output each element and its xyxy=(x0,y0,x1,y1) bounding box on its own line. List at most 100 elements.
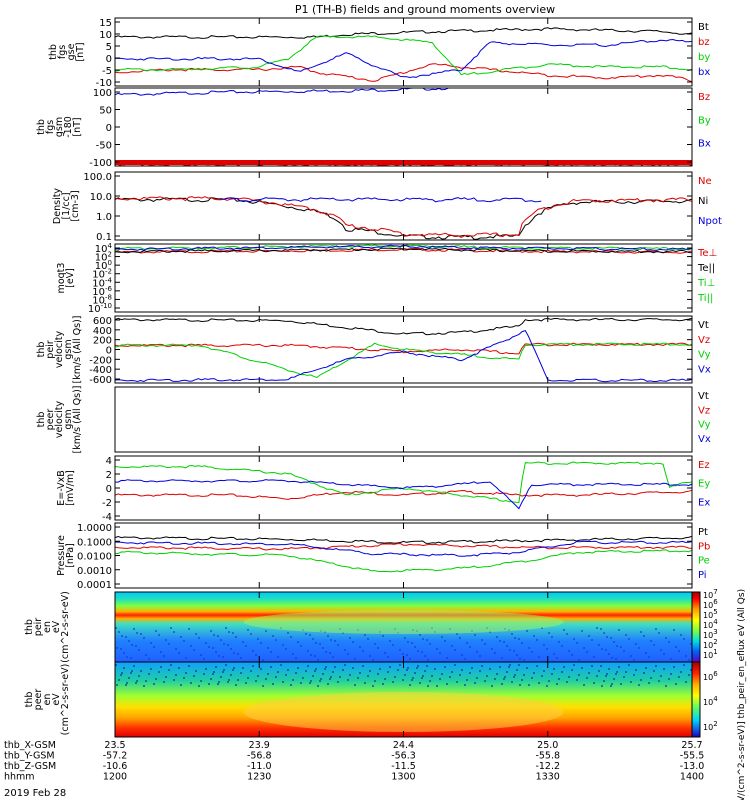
spectrogram-speckle xyxy=(399,664,401,666)
spectrogram-speckle xyxy=(319,680,321,682)
spectrogram-speckle xyxy=(138,675,140,677)
spectrogram-speckle xyxy=(533,635,535,637)
spectrogram-speckle xyxy=(165,676,167,678)
spectrogram-speckle xyxy=(446,657,448,659)
spectrogram-speckle xyxy=(218,655,220,657)
colorbar-2 xyxy=(691,661,701,738)
spectrogram-speckle xyxy=(406,654,408,656)
panel-frame xyxy=(114,87,693,167)
series-line-Vt xyxy=(114,317,693,336)
spectrogram-speckle xyxy=(516,669,518,671)
spectrogram-speckle xyxy=(603,632,605,634)
spectrogram-speckle xyxy=(471,667,473,669)
spectrogram-speckle xyxy=(267,647,269,649)
spectrogram-speckle xyxy=(611,683,613,685)
spectrogram-speckle xyxy=(247,677,249,679)
spectrogram-speckle xyxy=(553,668,555,670)
panel-temp: moqt3[eV]10410210010-210-410-610-810-10T… xyxy=(56,242,717,315)
spectrogram-speckle xyxy=(538,656,540,658)
panel-efield: E=-VxB[mV/m] 4 2 0 -2 -4 Ez Ey Ex xyxy=(56,455,710,523)
spectrogram-speckle xyxy=(427,685,429,687)
series-line-Ex xyxy=(115,479,693,510)
spectrogram-speckle xyxy=(655,628,657,630)
spectrogram-speckle xyxy=(145,654,147,656)
spectrogram-speckle xyxy=(130,672,132,674)
spectrogram-speckle xyxy=(630,655,632,657)
spectrogram-speckle xyxy=(683,638,685,640)
spectrogram-speckle xyxy=(553,653,555,655)
panel-pressure: Pressure[nPa]1.0000 0.1000 0.0100 0.0010 0.0… xyxy=(56,522,710,591)
spectrogram-speckle xyxy=(449,676,451,678)
spectrogram-speckle xyxy=(324,668,326,670)
spectrogram-speckle xyxy=(660,675,662,677)
spectrogram-speckle xyxy=(573,664,575,666)
spectrogram-speckle xyxy=(163,681,165,683)
spectrogram-speckle xyxy=(601,685,603,687)
spectrogram-speckle xyxy=(242,641,244,643)
spectrogram-speckle xyxy=(317,659,319,661)
x-axis-value: 25.0 xyxy=(537,740,558,751)
spectrogram-speckle xyxy=(120,674,122,676)
spectrogram-speckle xyxy=(548,680,550,682)
spectrogram-speckle xyxy=(275,676,277,678)
spectrogram-speckle xyxy=(330,639,332,641)
spectrogram-speckle xyxy=(133,665,135,667)
spectrogram-speckle xyxy=(223,669,225,671)
spectrogram-speckle xyxy=(185,672,187,674)
spectrogram-speckle xyxy=(496,673,498,675)
spectrogram-speckle xyxy=(198,685,200,687)
spectrogram-speckle xyxy=(678,676,680,678)
spectrogram-speckle xyxy=(255,680,257,682)
legend-entry-Pb: Pb xyxy=(698,541,710,552)
spectrogram-speckle xyxy=(227,681,229,683)
spectrogram-speckle xyxy=(384,652,386,654)
spectrogram-speckle xyxy=(213,634,215,636)
spectrogram-speckle xyxy=(347,679,349,681)
spectrogram-speckle xyxy=(185,657,187,659)
panel-frame xyxy=(114,171,693,241)
spectrogram-speckle xyxy=(613,641,615,643)
spectrogram-speckle xyxy=(459,637,461,639)
spectrogram-speckle xyxy=(680,634,682,636)
spectrogram-speckle xyxy=(526,630,528,632)
spectrogram-speckle xyxy=(514,674,516,676)
spectrogram-speckle xyxy=(427,659,429,661)
spectrogram-speckle xyxy=(237,679,239,681)
y-axis-label-line: gsm xyxy=(63,409,74,429)
spectrogram-speckle xyxy=(297,667,299,669)
spectrogram-speckle xyxy=(379,668,381,670)
spectrogram-speckle xyxy=(546,685,548,687)
spectrogram-speckle xyxy=(556,683,558,685)
spectrogram-speckle xyxy=(566,681,568,683)
spectrogram-speckle xyxy=(409,658,411,660)
spectrogram-speckle xyxy=(643,635,645,637)
spectrogram-speckle xyxy=(678,650,680,652)
spectrogram-speckle xyxy=(334,666,336,668)
spectrogram-speckle xyxy=(469,672,471,674)
y-tick-label: 1.0000 xyxy=(77,523,112,534)
spectrogram-speckle xyxy=(528,684,530,686)
spectrogram-speckle xyxy=(315,668,317,670)
spectrogram-speckle xyxy=(668,641,670,643)
series-line-Ez xyxy=(114,489,693,500)
spectrogram-speckle xyxy=(178,652,180,654)
spectrogram-speckle xyxy=(496,636,498,638)
spectrogram-speckle xyxy=(329,678,331,680)
spectrogram-speckle xyxy=(377,673,379,675)
series-line-bz xyxy=(114,63,693,83)
spectrogram-speckle xyxy=(118,631,120,633)
spectrogram-speckle xyxy=(673,666,675,668)
spectrogram-speckle xyxy=(212,673,214,675)
spectrogram-speckle xyxy=(367,638,369,640)
y-axis-label-line: thb xyxy=(24,619,35,635)
spectrogram-speckle xyxy=(523,674,525,676)
spectrogram-speckle xyxy=(257,675,259,677)
spectrogram-speckle xyxy=(514,637,516,639)
spectrogram-speckle xyxy=(354,684,356,686)
spectrogram-speckle xyxy=(464,658,466,660)
spectrogram-speckle xyxy=(327,635,329,637)
spectrogram-speckle xyxy=(444,666,446,668)
